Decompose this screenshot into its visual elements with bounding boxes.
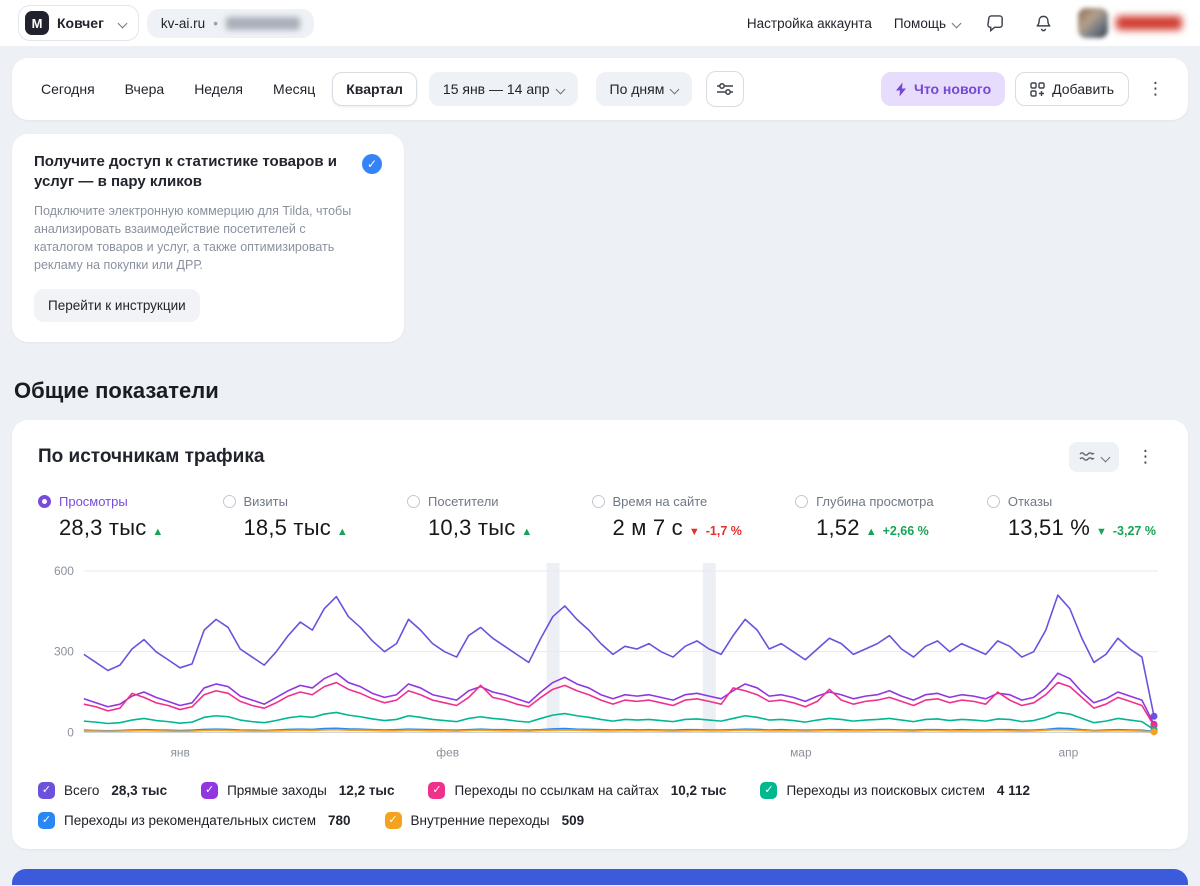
line-chart-canvas[interactable]: 0 300 600 янв фев мар апр (38, 561, 1162, 768)
promo-instruction-button[interactable]: Перейти к инструкции (34, 289, 200, 322)
chevron-down-icon (951, 18, 962, 28)
counter-switcher[interactable]: М Ковчег (18, 5, 139, 41)
metric-tabs: Просмотры 28,3 тыс ▲ Визиты 18,5 тыс ▲ Пос… (38, 494, 1162, 541)
legend-item-recommendations[interactable]: ✓ Переходы из рекомендательных систем 78… (38, 812, 351, 830)
svg-text:янв: янв (170, 745, 189, 759)
svg-text:0: 0 (67, 725, 74, 739)
site-breadcrumb[interactable]: kv-ai.ru • (146, 8, 314, 38)
counter-name: Ковчег (57, 15, 104, 31)
period-week[interactable]: Неделя (194, 81, 244, 97)
add-widget-button[interactable]: Добавить (1015, 72, 1129, 106)
period-yesterday[interactable]: Вчера (124, 81, 165, 97)
add-grid-icon (1030, 81, 1045, 97)
checkbox-checked-icon[interactable]: ✓ (38, 812, 55, 830)
radio-icon[interactable] (222, 495, 236, 508)
trend-up-icon: ▲ (865, 526, 877, 538)
traffic-sources-widget: По источникам трафика ⋮ Просмотры 28,3 т… (12, 420, 1188, 850)
checkbox-checked-icon[interactable]: ✓ (38, 782, 55, 800)
svg-text:300: 300 (54, 645, 74, 659)
metric-tab-time-on-site[interactable]: Время на сайте 2 м 7 с ▼ -1,7 % (591, 494, 742, 541)
period-month[interactable]: Месяц (273, 81, 316, 97)
radio-icon[interactable] (986, 495, 1000, 508)
segment-filter-button[interactable] (706, 71, 745, 107)
period-quarter[interactable]: Квартал (332, 72, 417, 106)
promo-description: Подключите электронную коммерцию для Til… (34, 203, 352, 272)
widget-title: По источникам трафика (38, 446, 265, 467)
widget-menu-dots-icon[interactable]: ⋮ (1137, 447, 1154, 466)
metric-tab-depth[interactable]: Глубина просмотра 1,52 ▲ +2,66 % (795, 494, 934, 541)
notifications-bell-icon[interactable] (1030, 10, 1056, 36)
account-settings-link[interactable]: Настройка аккаунта (746, 15, 872, 31)
section-title: Общие показатели (14, 378, 219, 403)
lightning-icon (895, 82, 906, 96)
metric-tab-views[interactable]: Просмотры 28,3 тыс ▲ (38, 494, 169, 541)
checkbox-checked-icon[interactable]: ✓ (760, 782, 778, 800)
svg-text:фев: фев (436, 745, 459, 759)
chart-legend: ✓ Всего 28,3 тыс ✓ Прямые заходы 12,2 ты… (38, 782, 1162, 830)
whats-new-button[interactable]: Что нового (880, 72, 1006, 106)
chart-type-switcher[interactable] (1069, 442, 1119, 472)
legend-item-search[interactable]: ✓ Переходы из поисковых систем 4 112 (760, 782, 1030, 800)
legend-item-total[interactable]: ✓ Всего 28,3 тыс (38, 782, 167, 800)
period-toolbar: Сегодня Вчера Неделя Месяц Квартал 15 ян… (12, 58, 1188, 120)
checkbox-checked-icon[interactable]: ✓ (201, 782, 219, 800)
svg-text:мар: мар (790, 745, 812, 759)
trend-up-icon: ▲ (152, 526, 164, 538)
chevron-down-icon (117, 18, 128, 28)
chevron-down-icon (555, 84, 565, 94)
radio-icon[interactable] (591, 495, 605, 508)
top-header: М Ковчег kv-ai.ru • Настройка аккаунта П… (0, 0, 1200, 46)
granularity-select[interactable]: По дням (595, 72, 693, 106)
redacted-counter-id (225, 16, 300, 30)
chevron-down-icon (669, 84, 680, 94)
chart-lines-icon (1079, 452, 1095, 461)
legend-item-site-links[interactable]: ✓ Переходы по ссылкам на сайтах 10,2 тыс (428, 782, 726, 800)
ecommerce-promo-card: Получите доступ к статистике товаров и у… (12, 134, 404, 342)
radio-selected-icon[interactable] (38, 495, 51, 508)
checkbox-checked-icon[interactable]: ✓ (428, 782, 446, 800)
metric-tab-bounce-rate[interactable]: Отказы 13,51 % ▼ -3,27 % (986, 494, 1156, 541)
legend-item-internal[interactable]: ✓ Внутренние переходы 509 (384, 812, 584, 830)
separator-dot: • (213, 15, 218, 31)
next-widget-edge (12, 869, 1188, 886)
traffic-line-chart[interactable]: 0 300 600 янв фев мар апр (38, 561, 1162, 768)
trend-up-icon: ▲ (521, 526, 533, 538)
user-account[interactable] (1078, 8, 1182, 38)
metrica-logo-icon: М (25, 11, 49, 35)
radio-icon[interactable] (795, 495, 809, 508)
promo-title: Получите доступ к статистике товаров и у… (34, 153, 337, 191)
metric-tab-visits[interactable]: Визиты 18,5 тыс ▲ (222, 494, 354, 541)
chevron-down-icon (1100, 452, 1111, 462)
svg-text:600: 600 (54, 564, 74, 578)
verified-check-icon: ✓ (362, 154, 382, 174)
legend-item-direct[interactable]: ✓ Прямые заходы 12,2 тыс (201, 782, 394, 800)
checkbox-checked-icon[interactable]: ✓ (384, 812, 402, 830)
metric-tab-visitors[interactable]: Посетители 10,3 тыс ▲ (407, 494, 538, 541)
trend-down-icon: ▼ (688, 526, 700, 538)
redacted-username (1116, 16, 1182, 30)
trend-down-icon: ▼ (1095, 526, 1107, 538)
svg-text:апр: апр (1059, 745, 1079, 759)
site-domain: kv-ai.ru (160, 15, 206, 31)
avatar (1078, 8, 1108, 38)
trend-up-icon: ▲ (336, 526, 348, 538)
feedback-chat-icon[interactable] (982, 10, 1008, 36)
period-today[interactable]: Сегодня (41, 81, 95, 97)
date-range-picker[interactable]: 15 янв — 14 апр (428, 72, 578, 106)
radio-icon[interactable] (407, 495, 420, 508)
help-menu[interactable]: Помощь (894, 16, 962, 31)
toolbar-menu-dots-icon[interactable]: ⋮ (1147, 79, 1164, 98)
